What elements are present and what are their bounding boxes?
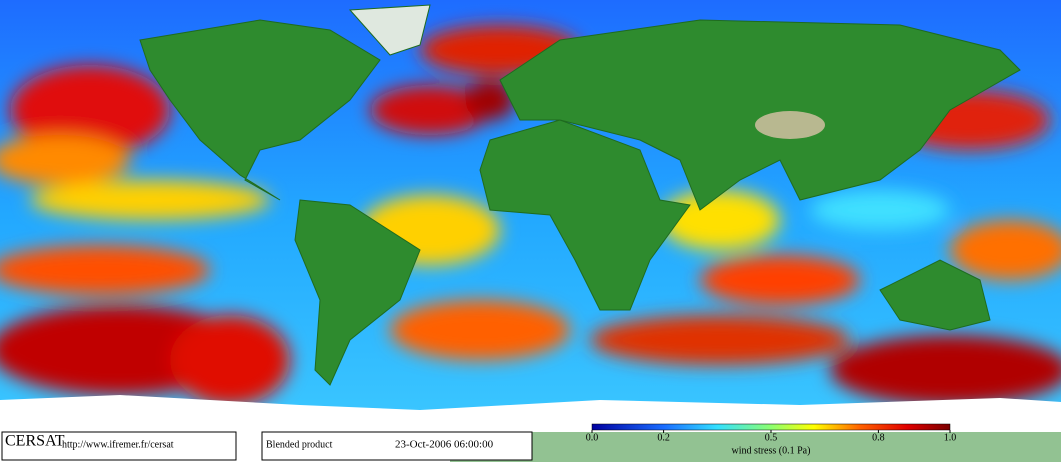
date: 23-Oct-2006 06:00:00 bbox=[395, 439, 494, 451]
logo: CERSAT bbox=[5, 433, 65, 450]
logo-box bbox=[1, 431, 237, 461]
colorbar-tick-label: 0.5 bbox=[765, 432, 778, 443]
colorbar-tick-label: 0.2 bbox=[657, 432, 670, 443]
url: http://www.ifremer.fr/cersat bbox=[62, 439, 174, 450]
continents bbox=[139, 4, 1021, 386]
antarctic-terrain bbox=[450, 432, 1061, 462]
colorbar-tick-label: 0.0 bbox=[586, 432, 599, 443]
colorbar-tick-label: 0.8 bbox=[872, 432, 885, 443]
colorbar-label: wind stress (0.1 Pa) bbox=[732, 445, 811, 456]
colorbar-tick-label: 1.0 bbox=[944, 432, 957, 443]
info-box bbox=[261, 431, 533, 461]
product: Blended product bbox=[266, 439, 333, 450]
